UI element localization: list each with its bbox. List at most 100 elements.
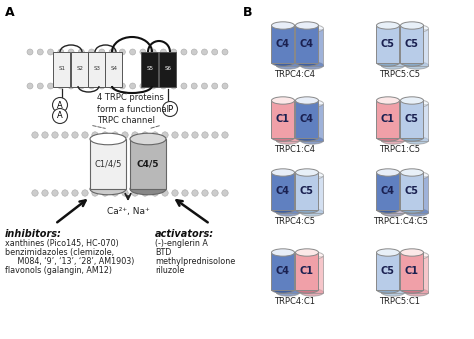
Circle shape (192, 190, 198, 196)
Text: methylprednisolone: methylprednisolone (155, 257, 235, 266)
Text: S1: S1 (58, 66, 65, 72)
Text: B: B (243, 6, 253, 19)
Circle shape (222, 83, 228, 89)
Circle shape (112, 132, 118, 138)
Polygon shape (276, 28, 300, 65)
Circle shape (53, 98, 67, 113)
Ellipse shape (376, 59, 400, 66)
Polygon shape (295, 253, 319, 290)
Circle shape (42, 132, 48, 138)
Circle shape (27, 49, 33, 55)
Text: C5: C5 (300, 186, 314, 196)
Circle shape (222, 132, 228, 138)
Circle shape (89, 83, 95, 89)
Circle shape (150, 83, 156, 89)
Ellipse shape (376, 97, 400, 104)
Text: A: A (57, 112, 63, 120)
Ellipse shape (401, 286, 423, 293)
Ellipse shape (382, 252, 404, 259)
Polygon shape (295, 25, 319, 62)
Polygon shape (272, 100, 294, 138)
Ellipse shape (276, 209, 300, 216)
Circle shape (102, 132, 108, 138)
Text: S5: S5 (146, 66, 154, 72)
Text: TRPC1:C4:C5: TRPC1:C4:C5 (373, 217, 428, 226)
Circle shape (129, 83, 136, 89)
Circle shape (181, 49, 187, 55)
Ellipse shape (405, 209, 428, 216)
Circle shape (82, 190, 88, 196)
Text: C1: C1 (381, 114, 395, 124)
Circle shape (129, 49, 136, 55)
Circle shape (150, 49, 156, 55)
Ellipse shape (272, 97, 294, 104)
Circle shape (192, 132, 198, 138)
Polygon shape (405, 256, 428, 293)
Circle shape (201, 83, 208, 89)
Text: C1/4/5: C1/4/5 (94, 160, 122, 168)
Text: C5: C5 (405, 114, 419, 124)
FancyBboxPatch shape (89, 52, 106, 86)
Polygon shape (295, 173, 319, 210)
Text: BTD: BTD (155, 248, 172, 257)
Circle shape (162, 132, 168, 138)
Polygon shape (382, 28, 404, 65)
Circle shape (152, 132, 158, 138)
Ellipse shape (130, 133, 166, 145)
Ellipse shape (295, 134, 319, 141)
Text: S6: S6 (164, 66, 172, 72)
Text: C1: C1 (300, 266, 314, 276)
Circle shape (47, 49, 54, 55)
Circle shape (202, 132, 208, 138)
Circle shape (152, 190, 158, 196)
Ellipse shape (405, 62, 428, 69)
Polygon shape (295, 100, 319, 138)
Circle shape (62, 132, 68, 138)
Circle shape (78, 49, 84, 55)
Circle shape (163, 101, 177, 117)
Circle shape (172, 190, 178, 196)
Text: C4: C4 (300, 114, 314, 124)
Ellipse shape (401, 134, 423, 141)
Circle shape (52, 190, 58, 196)
Circle shape (102, 190, 108, 196)
Circle shape (112, 190, 118, 196)
Polygon shape (276, 256, 300, 293)
Text: C1: C1 (276, 114, 290, 124)
Circle shape (99, 49, 105, 55)
Polygon shape (376, 253, 400, 290)
Polygon shape (382, 176, 404, 213)
Circle shape (212, 190, 218, 196)
Text: S3: S3 (93, 66, 100, 72)
Circle shape (160, 83, 166, 89)
Text: inhibitors:: inhibitors: (5, 229, 62, 239)
Text: C4: C4 (276, 266, 290, 276)
Text: TRPC5:C5: TRPC5:C5 (380, 70, 420, 79)
Polygon shape (272, 253, 294, 290)
Ellipse shape (301, 25, 323, 32)
FancyBboxPatch shape (54, 52, 71, 86)
Circle shape (42, 190, 48, 196)
Text: A: A (57, 100, 63, 109)
Polygon shape (376, 100, 400, 138)
Ellipse shape (295, 206, 319, 213)
Text: P: P (167, 104, 173, 114)
Polygon shape (382, 256, 404, 293)
Ellipse shape (276, 100, 300, 107)
Circle shape (58, 83, 64, 89)
Ellipse shape (376, 134, 400, 141)
Polygon shape (276, 103, 300, 140)
Ellipse shape (382, 62, 404, 69)
Ellipse shape (401, 59, 423, 66)
Ellipse shape (405, 100, 428, 107)
Circle shape (89, 49, 95, 55)
Ellipse shape (376, 249, 400, 256)
Circle shape (202, 190, 208, 196)
Circle shape (92, 132, 98, 138)
Circle shape (172, 132, 178, 138)
Text: M084, ‘9’, ‘13’, ‘28’, AM1903): M084, ‘9’, ‘13’, ‘28’, AM1903) (5, 257, 134, 266)
Text: 4 TRPC proteins
form a functional
TRPC channel: 4 TRPC proteins form a functional TRPC c… (97, 93, 169, 125)
Circle shape (58, 49, 64, 55)
Circle shape (212, 83, 218, 89)
Circle shape (181, 83, 187, 89)
